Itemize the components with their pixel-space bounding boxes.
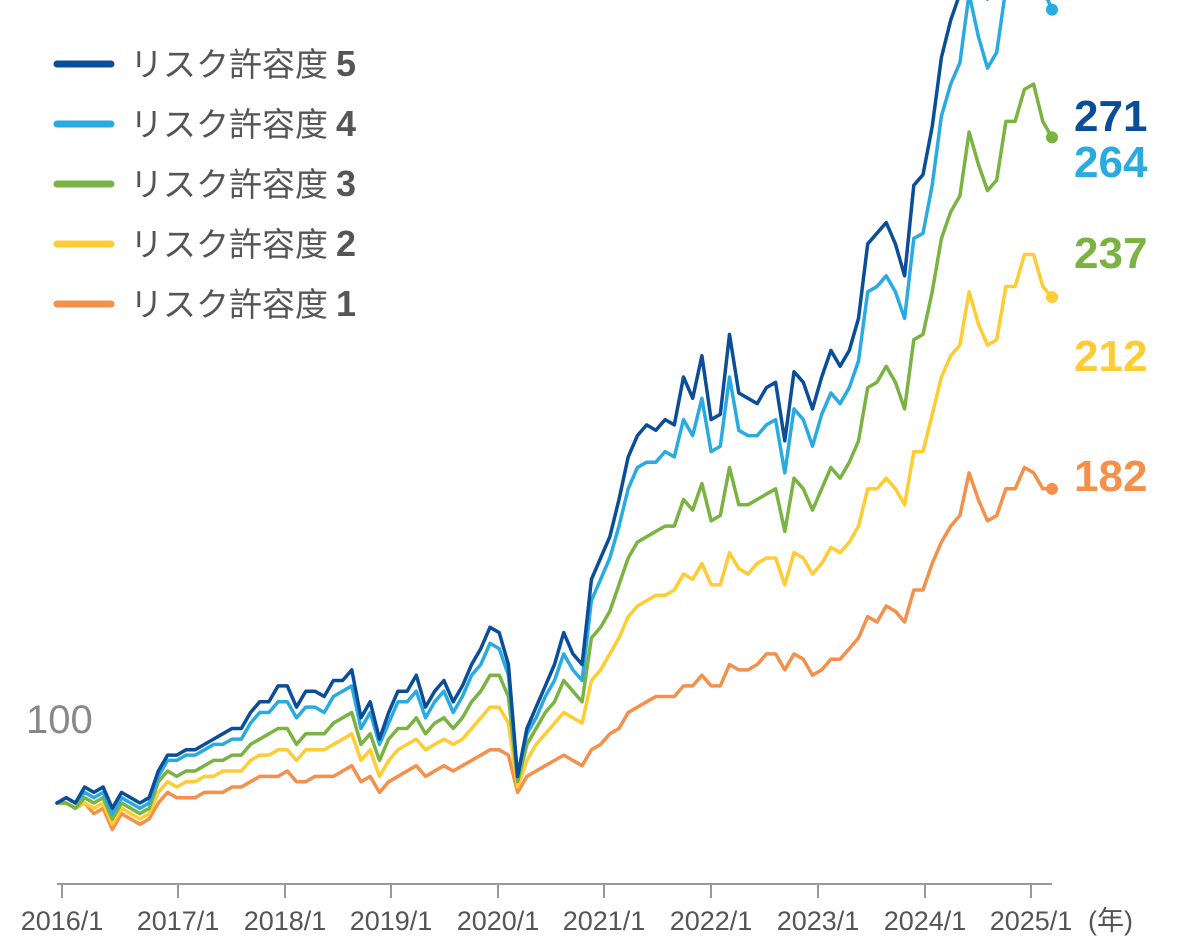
legend-label-text: リスク許容度 [130, 106, 328, 143]
legend-item: リスク許容度 5 [53, 43, 356, 84]
series-end-label: 264 [1074, 138, 1148, 187]
x-tick-label: 2017/1 [137, 906, 220, 936]
series-line [55, 465, 1054, 832]
x-tick-label: 2018/1 [244, 906, 327, 936]
legend-label-number: 4 [336, 103, 356, 144]
legend-label: リスク許容度 3 [130, 163, 356, 204]
legend-label: リスク許容度 2 [130, 223, 356, 264]
legend-label-text: リスク許容度 [130, 286, 328, 323]
x-tick-label: 2025/1 [990, 906, 1073, 936]
series-line [55, 82, 1054, 821]
legend-label-number: 5 [336, 43, 356, 84]
legend-item: リスク許容度 4 [53, 103, 356, 144]
legend-item: リスク許容度 3 [53, 163, 356, 204]
legend-label: リスク許容度 4 [130, 103, 356, 144]
series-end-label: 271 [1074, 92, 1147, 141]
x-tick-label: 2020/1 [457, 906, 540, 936]
series-end-label: 212 [1074, 332, 1147, 381]
x-tick-label: 2024/1 [884, 906, 967, 936]
series-line [55, 252, 1054, 827]
series-lines [55, 0, 1054, 832]
x-tick-label: 2016/1 [21, 906, 104, 936]
base-value-label: 100 [26, 698, 93, 742]
series-line [55, 0, 1054, 816]
legend-label: リスク許容度 5 [130, 43, 356, 84]
legend-item: リスク許容度 2 [53, 223, 356, 264]
legend-label-number: 3 [336, 163, 356, 204]
x-axis: 2016/1 2017/1 2018/1 2019/1 2020/1 2021/1 2022… [21, 883, 1073, 936]
legend-label-text: リスク許容度 [130, 226, 328, 263]
legend-label-text: リスク許容度 [130, 166, 328, 203]
legend-label-number: 2 [336, 223, 356, 264]
x-tick-label: 2019/1 [350, 906, 433, 936]
series-end-point [1046, 3, 1058, 16]
legend-item: リスク許容度 1 [53, 283, 356, 324]
x-axis-unit-label: (年) [1088, 906, 1133, 936]
series-line [55, 0, 989, 811]
legend-label-text: リスク許容度 [130, 46, 328, 83]
legend-label-number: 1 [336, 283, 356, 324]
series-end-label: 237 [1074, 229, 1147, 278]
series-end-point [1046, 291, 1058, 304]
series-end-label: 182 [1074, 452, 1147, 501]
x-tick-label: 2021/1 [563, 906, 646, 936]
series-end-point [1046, 131, 1058, 144]
legend-label: リスク許容度 1 [130, 283, 356, 324]
series-end-point [1046, 482, 1058, 495]
x-tick-label: 2022/1 [670, 906, 753, 936]
x-tick-label: 2023/1 [777, 906, 860, 936]
